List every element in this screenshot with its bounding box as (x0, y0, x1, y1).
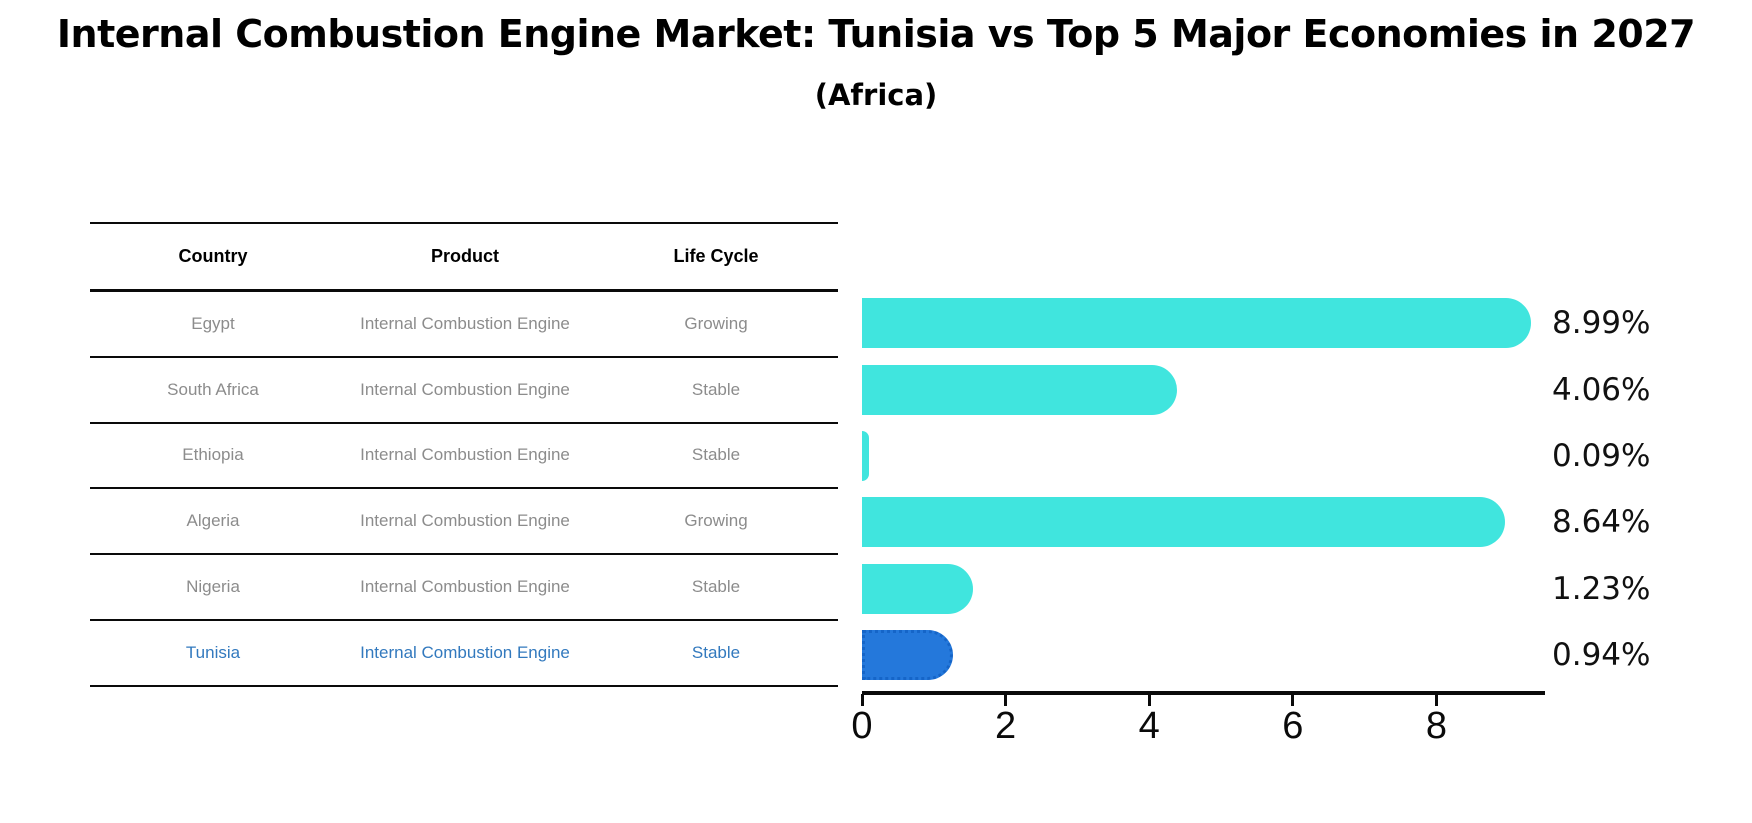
x-tick-label-4: 4 (1138, 705, 1160, 747)
x-tick-mark-8 (1434, 694, 1438, 706)
x-tick-label-6: 6 (1282, 705, 1304, 747)
x-axis-line (862, 691, 1545, 695)
cell-country: Egypt (191, 313, 235, 333)
x-tick-label-2: 2 (995, 705, 1017, 747)
chart-title: Internal Combustion Engine Market: Tunis… (56, 12, 1696, 56)
cell-product: Internal Combustion Engine (360, 445, 570, 465)
chart-subtitle: (Africa) (814, 78, 938, 112)
table-row-algeria: Algeria Internal Combustion Engine Growing (90, 489, 838, 556)
cell-product: Internal Combustion Engine (360, 577, 570, 597)
cell-country: Ethiopia (182, 445, 244, 465)
cell-country: Nigeria (186, 577, 240, 597)
x-tick-mark-4 (1147, 694, 1151, 706)
table-row-egypt: Egypt Internal Combustion Engine Growing (90, 292, 838, 358)
cell-lifecycle: Stable (691, 577, 741, 597)
cell-country: Algeria (186, 511, 240, 531)
cell-product: Internal Combustion Engine (360, 313, 570, 333)
country-table: Country Product Life Cycle Egypt Internal… (90, 222, 838, 687)
cell-lifecycle: Growing (684, 511, 748, 531)
value-label-egypt: 8.99% (1552, 305, 1651, 342)
column-header-product: Product (430, 246, 499, 266)
table-row-nigeria: Nigeria Internal Combustion Engine Stable (90, 555, 838, 621)
cell-product: Internal Combustion Engine (360, 642, 570, 662)
cell-lifecycle: Stable (691, 379, 741, 399)
table-row-south-africa: South Africa Internal Combustion Engine St… (90, 358, 838, 424)
cell-country: Tunisia (185, 642, 241, 662)
x-tick-label-8: 8 (1425, 705, 1447, 747)
value-label-south-africa: 4.06% (1552, 371, 1651, 408)
column-header-country: Country (178, 246, 248, 266)
table-body: Egypt Internal Combustion Engine Growing So… (90, 292, 838, 687)
column-header-lifecycle: Life Cycle (673, 246, 759, 266)
value-label-algeria: 8.64% (1552, 504, 1651, 541)
cell-product: Internal Combustion Engine (360, 379, 570, 399)
bar-south-africa (862, 364, 1177, 415)
bar-egypt (862, 298, 1531, 349)
value-label-ethiopia: 0.09% (1552, 437, 1651, 474)
table-row-ethiopia: Ethiopia Internal Combustion Engine Stable (90, 424, 838, 490)
cell-lifecycle: Growing (684, 313, 748, 333)
bar-tunisia (862, 629, 953, 680)
bar-ethiopia (862, 430, 869, 481)
cell-country: South Africa (167, 379, 259, 399)
bar-chart: 0 2 4 6 8 (851, 290, 1552, 750)
bar-algeria (862, 497, 1506, 548)
x-tick-label-0: 0 (851, 705, 873, 747)
x-tick-mark-0 (860, 694, 864, 706)
table-row-tunisia: Tunisia Internal Combustion Engine Stable (90, 621, 838, 687)
value-label-tunisia: 0.94% (1552, 636, 1651, 673)
cell-product: Internal Combustion Engine (360, 511, 570, 531)
value-label-nigeria: 1.23% (1552, 570, 1651, 607)
x-tick-mark-6 (1291, 694, 1295, 706)
table-header-row: Country Product Life Cycle (90, 224, 838, 292)
cell-lifecycle: Stable (691, 642, 741, 662)
x-tick-mark-2 (1004, 694, 1008, 706)
bar-nigeria (862, 563, 974, 614)
cell-lifecycle: Stable (691, 445, 741, 465)
